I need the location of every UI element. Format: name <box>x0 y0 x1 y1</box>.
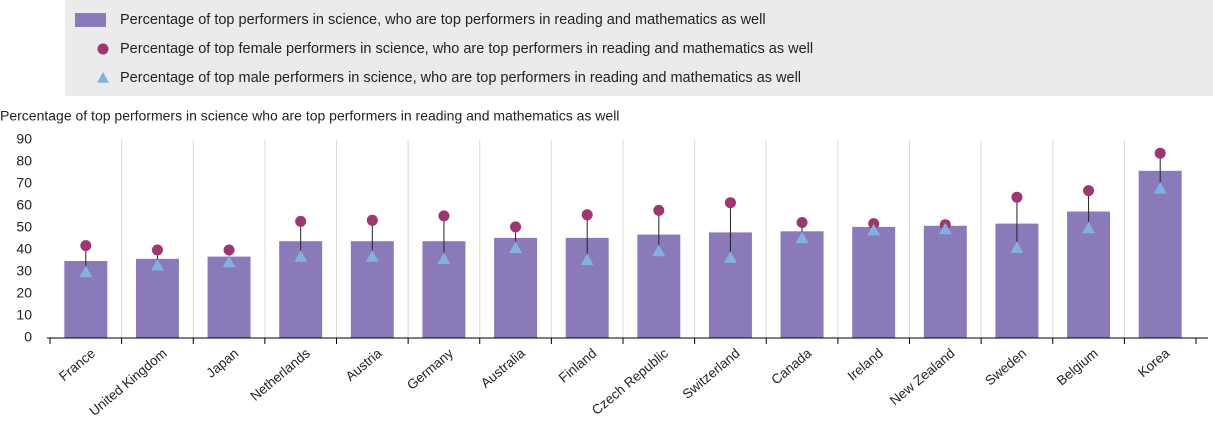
male-marker <box>294 250 308 262</box>
y-tick-label: 60 <box>16 197 32 213</box>
female-marker <box>796 217 808 228</box>
male-marker <box>1153 181 1167 194</box>
male-marker <box>867 223 881 236</box>
y-tick-label: 40 <box>16 241 32 257</box>
female-marker <box>510 221 522 233</box>
male-marker <box>723 251 737 263</box>
x-tick-label: Japan <box>203 346 241 381</box>
male-marker <box>222 255 236 268</box>
female-marker <box>1154 147 1166 159</box>
y-tick-label: 70 <box>16 175 32 191</box>
x-tick-label: Germany <box>404 345 456 392</box>
y-tick-label: 20 <box>16 285 32 301</box>
male-marker <box>580 253 594 266</box>
legend-swatch <box>75 13 106 27</box>
female-marker <box>653 204 665 216</box>
female-marker <box>223 244 235 256</box>
y-tick-label: 10 <box>16 307 32 323</box>
y-tick-label: 0 <box>24 329 32 345</box>
female-marker <box>151 244 163 256</box>
bar <box>135 258 179 338</box>
male-marker <box>150 258 164 271</box>
bar <box>852 226 896 338</box>
legend-marker <box>97 43 109 55</box>
male-marker <box>652 244 666 257</box>
y-tick-label: 80 <box>16 153 32 169</box>
x-tick-label: Switzerland <box>680 346 743 402</box>
x-tick-label: Austria <box>343 345 385 384</box>
bar <box>494 237 538 338</box>
legend-label: Percentage of top female performers in s… <box>120 41 813 57</box>
bar <box>780 231 824 338</box>
male-marker <box>509 241 523 253</box>
female-marker <box>1083 185 1095 197</box>
female-marker <box>1011 191 1023 203</box>
female-marker <box>295 215 307 227</box>
x-tick-label: Sweden <box>982 346 1029 389</box>
male-marker <box>938 222 952 235</box>
x-tick-label: Belgium <box>1054 346 1101 389</box>
male-marker <box>795 231 809 244</box>
legend-marker <box>97 72 109 83</box>
y-tick-label: 90 <box>16 131 32 147</box>
female-marker <box>80 240 92 252</box>
male-marker <box>1082 221 1096 234</box>
male-marker <box>79 265 93 278</box>
x-tick-label: New Zealand <box>887 346 958 409</box>
y-tick-label: 50 <box>16 219 32 235</box>
legend-label: Percentage of top performers in science,… <box>120 12 766 28</box>
female-marker <box>438 210 450 222</box>
x-tick-label: Ireland <box>845 346 886 384</box>
x-tick-label: Canada <box>768 345 814 387</box>
x-tick-label: Netherlands <box>247 345 313 403</box>
legend-box <box>65 0 1213 96</box>
male-marker <box>437 252 451 264</box>
legend-label: Percentage of top male performers in sci… <box>120 70 801 86</box>
male-marker <box>1010 241 1024 253</box>
bar <box>207 256 251 338</box>
x-tick-label: Korea <box>1135 345 1173 380</box>
x-tick-label: Czech Republic <box>589 345 671 417</box>
female-marker <box>724 197 736 209</box>
female-marker <box>868 218 880 230</box>
axis-title: Percentage of top performers in science … <box>0 108 619 124</box>
x-tick-label: Australia <box>478 345 528 391</box>
y-tick-label: 30 <box>16 263 32 279</box>
female-marker <box>581 209 593 221</box>
male-marker <box>365 250 379 262</box>
x-tick-label: France <box>56 346 98 385</box>
x-tick-label: Finland <box>556 346 600 386</box>
female-marker <box>366 214 378 226</box>
x-tick-label: United Kingdom <box>86 346 169 419</box>
bar <box>923 225 967 338</box>
bar <box>1138 170 1182 338</box>
